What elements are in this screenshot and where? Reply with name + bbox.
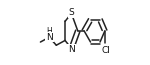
Text: N: N	[46, 33, 53, 42]
Text: S: S	[69, 8, 74, 17]
Text: H: H	[47, 27, 52, 36]
Text: N: N	[68, 45, 75, 54]
Text: Cl: Cl	[101, 46, 110, 55]
